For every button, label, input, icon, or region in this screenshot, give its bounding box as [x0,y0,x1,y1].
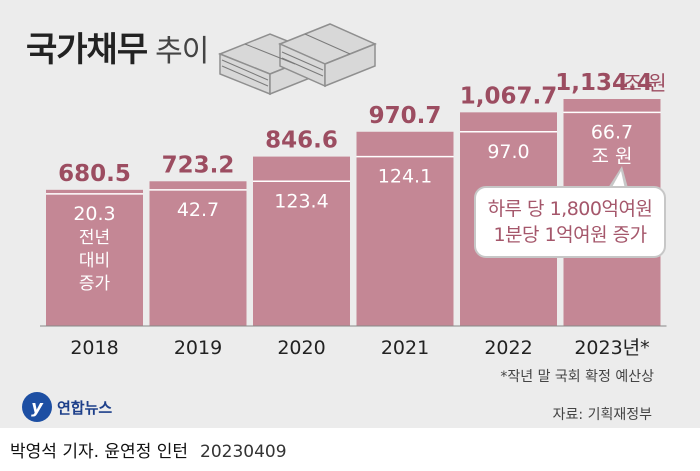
bar [356,131,454,326]
x-tick-label: 2021 [381,337,429,359]
x-tick-label: 2022 [484,337,532,359]
bar-increase-label: 66.7 [591,121,633,143]
credit-date: 20230409 [200,442,287,462]
x-tick-label: 2018 [70,337,118,359]
callout-line-2: 1분당 1억여원 증가 [493,224,647,246]
bar [46,189,143,326]
bar-increase-note: 조 원 [592,145,633,167]
bar-value-label: 1,134.4 [555,70,653,96]
bar-increase-label: 20.3 [73,203,115,225]
bar-value-label: 680.5 [58,161,131,187]
yonhap-logo: y 연합뉴스 [22,392,112,422]
daily-increase-callout: 하루 당 1,800억여원 1분당 1억여원 증가 [474,186,666,258]
bar-increase-label: 124.1 [378,166,432,188]
bar [253,156,350,326]
bar-value-label: 1,067.7 [460,83,558,109]
subtitle-text: 추이 [155,34,209,69]
logo-text: 연합뉴스 [57,398,113,417]
credit-line: 박영석 기자. 윤연정 인턴 20230409 [10,437,287,462]
bar-increase-label: 42.7 [177,199,219,221]
bar-value-label: 970.7 [369,103,442,129]
bar-increase-note: 대비 [79,251,110,271]
x-tick-label: 2023년* [574,337,649,359]
credit-text: 박영석 기자. 윤연정 인턴 [10,442,189,462]
bar-value-label: 846.6 [265,128,338,154]
bar-increase-label: 123.4 [274,190,328,212]
unit-label: 조 원 [623,71,666,95]
bar-increase-note: 전년 [79,228,110,248]
chart-title: 국가채무 추이 [26,22,209,71]
yonhap-logo-icon: y [22,392,52,422]
credit-bar [0,428,700,471]
title-text: 국가채무 [26,30,148,70]
source-text: 자료: 기획재정부 [552,407,652,423]
x-tick-label: 2020 [277,337,325,359]
footnote: *작년 말 국회 확정 예산상 [500,369,654,385]
x-tick-label: 2019 [174,337,222,359]
bar [149,181,247,326]
callout-line-1: 하루 당 1,800억여원 [487,198,653,220]
callout-tail-inner [611,171,625,189]
money-stack-icon [217,23,377,96]
bar-value-label: 723.2 [162,152,235,178]
bar-increase-label: 97.0 [487,141,529,163]
bar-increase-note: 증가 [79,274,111,294]
